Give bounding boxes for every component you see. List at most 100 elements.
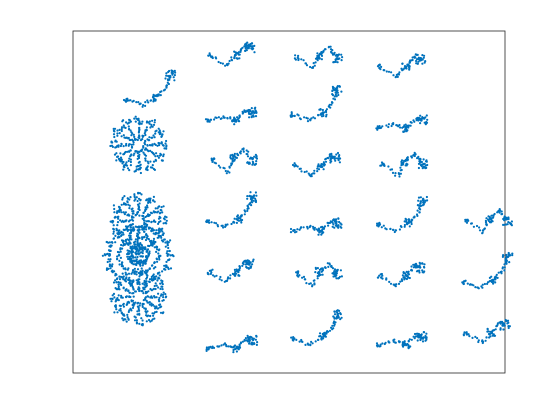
cluster-18-point [390, 124, 393, 128]
cluster-4-point [129, 99, 132, 102]
cluster-0-point [154, 155, 157, 158]
cluster-10-point [238, 346, 242, 349]
cluster-2-point [141, 319, 144, 322]
cluster-11-point [329, 45, 332, 48]
cluster-1-point [118, 208, 121, 211]
cluster-0-point [126, 150, 129, 153]
cluster-17-point [390, 71, 393, 74]
cluster-23-point [483, 227, 486, 230]
cluster-0-point [154, 143, 157, 146]
cluster-0-point [160, 135, 163, 138]
cluster-4-point [152, 95, 155, 98]
cluster-12-point [325, 113, 328, 116]
cluster-23-point [472, 225, 475, 228]
cluster-4-point [173, 74, 176, 77]
cluster-3-point [106, 260, 109, 264]
cluster-2-point [110, 300, 113, 303]
cluster-11-point [294, 58, 297, 61]
cluster-2-point [133, 267, 136, 270]
cluster-13-point [329, 161, 332, 164]
cluster-22-point [398, 340, 401, 343]
cluster-21-point [405, 270, 408, 273]
cluster-0-point [144, 133, 147, 137]
cluster-13-point [316, 165, 319, 168]
cluster-2-point [122, 319, 125, 322]
cluster-10-point [212, 346, 216, 349]
cluster-0-point [118, 128, 121, 131]
cluster-18-point [407, 124, 411, 127]
cluster-3-point [131, 228, 134, 231]
cluster-0-point [120, 127, 123, 131]
cluster-11-point [336, 58, 339, 61]
cluster-11-point [327, 45, 331, 48]
cluster-9-point [251, 263, 254, 266]
cluster-20-point [408, 225, 411, 228]
cluster-3-point [131, 280, 134, 283]
cluster-10-point [235, 347, 238, 350]
cluster-25-point [503, 323, 506, 326]
cluster-2-point [160, 285, 163, 288]
cluster-8-point [254, 191, 257, 194]
cluster-3-point [157, 252, 160, 255]
cluster-0-point [138, 167, 141, 170]
cluster-0-point [129, 164, 132, 167]
cluster-24-point [493, 277, 496, 281]
cluster-21-point [423, 263, 426, 266]
cluster-24-point [488, 280, 491, 283]
cluster-12-point [320, 115, 324, 118]
cluster-0-point [160, 141, 163, 144]
cluster-8-point [237, 219, 241, 222]
cluster-1-point [120, 211, 123, 214]
cluster-12-point [325, 115, 328, 118]
cluster-0-point [145, 126, 148, 129]
cluster-2-point [161, 288, 164, 291]
cluster-17-point [414, 56, 417, 59]
cluster-8-point [255, 194, 258, 197]
cluster-2-point [138, 313, 141, 316]
cluster-2-point [148, 301, 151, 304]
cluster-2-point [125, 320, 128, 323]
cluster-2-point [115, 281, 118, 284]
cluster-14-point [289, 227, 293, 231]
cluster-3-point [138, 252, 141, 255]
cluster-8-point [253, 194, 256, 197]
cluster-22-point [423, 331, 426, 334]
cluster-3-point [141, 248, 144, 251]
cluster-14-point [313, 228, 316, 231]
cluster-3-point [156, 260, 159, 263]
cluster-21-point [376, 276, 379, 279]
cluster-3-point [131, 269, 135, 272]
cluster-14-point [296, 228, 299, 231]
cluster-3-point [160, 279, 163, 282]
cluster-0-point [128, 169, 131, 172]
cluster-1-point [116, 215, 119, 219]
cluster-13-point [324, 160, 328, 163]
cluster-17-point [417, 58, 420, 61]
cluster-2-point [114, 304, 117, 308]
cluster-8-point [230, 222, 233, 226]
cluster-1-point [116, 210, 119, 213]
cluster-4-point [146, 99, 149, 102]
cluster-14-point [335, 222, 338, 225]
cluster-1-point [154, 207, 157, 210]
cluster-13-point [324, 158, 327, 161]
cluster-2-point [145, 311, 148, 314]
cluster-0-point [154, 130, 157, 133]
cluster-14-point [321, 232, 324, 235]
cluster-3-point [169, 239, 172, 242]
cluster-19-point [397, 172, 400, 175]
cluster-14-point [322, 227, 326, 230]
cluster-15-point [314, 271, 317, 274]
cluster-19-point [400, 168, 403, 172]
cluster-4-point [166, 78, 170, 81]
cluster-6-point [246, 109, 249, 112]
cluster-0-point [112, 133, 116, 136]
cluster-22-point [384, 341, 387, 344]
cluster-0-point [130, 131, 133, 134]
cluster-25-point [465, 331, 468, 334]
cluster-25-point [495, 325, 498, 328]
cluster-3-point [144, 280, 147, 283]
cluster-3-point [108, 241, 111, 244]
cluster-13-point [317, 163, 320, 166]
cluster-12-point [306, 120, 310, 123]
